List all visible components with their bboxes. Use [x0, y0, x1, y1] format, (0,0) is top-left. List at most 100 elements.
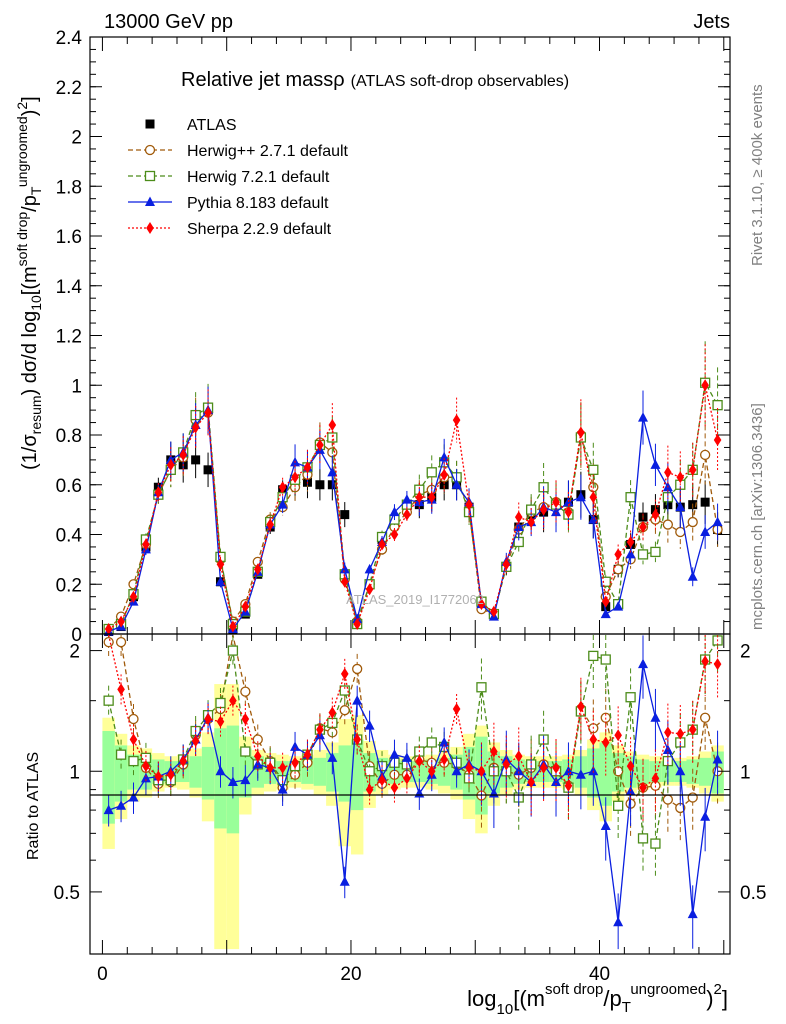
ratio-point [664, 726, 672, 739]
ratio-point [216, 715, 225, 728]
data-point [712, 516, 723, 527]
data-point [403, 508, 411, 521]
ratio-point [577, 700, 585, 713]
ratio-point [103, 636, 114, 648]
ratio-point [204, 713, 212, 726]
data-point [637, 549, 649, 560]
y-tick-label: 1.4 [56, 277, 83, 298]
data-point [662, 519, 674, 530]
ratio-point [713, 658, 722, 671]
data-point [378, 538, 386, 551]
ratio-point [440, 753, 448, 766]
data-point [303, 461, 312, 474]
data-point [389, 506, 400, 517]
data-point [191, 455, 201, 465]
data-point [638, 412, 649, 422]
ratio-point [502, 758, 511, 771]
ratio-point [128, 713, 139, 725]
ratio-point [229, 694, 237, 707]
ratio-point [575, 769, 586, 779]
x-tick-label: 40 [589, 964, 610, 985]
data-point [142, 538, 150, 551]
data-point [104, 623, 113, 636]
ratio-series-sherpa-2-2-9-default [108, 634, 722, 823]
data-point [278, 481, 287, 494]
ratio-point [687, 792, 698, 803]
ratio-point [353, 733, 361, 746]
ratio-y-tick-label: 1 [69, 762, 80, 783]
data-point [166, 458, 175, 471]
ratio-point [539, 761, 548, 774]
legend-marker [144, 144, 156, 156]
ratio-point [589, 733, 598, 746]
data-point [191, 421, 200, 434]
ratio-point [339, 685, 350, 696]
ratio-point [389, 749, 400, 759]
ratio-point [227, 776, 238, 787]
band-inner [350, 739, 364, 811]
data-point [154, 486, 163, 499]
header-left: 13000 GeV pp [104, 11, 233, 33]
ratio-point [291, 756, 299, 769]
watermark: ATLAS_2019_I1772062 [346, 592, 484, 607]
ratio-line [108, 664, 719, 923]
ratio-point [514, 750, 523, 763]
ratio-point [476, 682, 487, 693]
rivet-label: Rivet 3.1.10, ≥ 400k events [749, 84, 766, 266]
data-point [415, 491, 424, 504]
header-right: Jets [693, 11, 730, 33]
series-line [108, 385, 719, 630]
data-point [327, 466, 338, 477]
band-inner [189, 756, 202, 788]
ratio-point [552, 761, 560, 774]
ratio-point [639, 781, 647, 794]
ratio-y-tick-label-right: 2 [740, 642, 751, 663]
data-point [613, 601, 624, 611]
data-point [241, 600, 250, 613]
ratio-point [115, 749, 127, 760]
ratio-point [103, 695, 114, 706]
y-tick-label: 2.4 [56, 28, 83, 49]
data-point [465, 498, 473, 511]
ratio-point [253, 750, 262, 763]
ratio-y-tick-label: 0.5 [54, 883, 80, 904]
data-point [625, 548, 636, 559]
x-axis-title: log10[(msoft drop/pTungroomed)2] [467, 981, 728, 1018]
legend-label: Herwig 7.2.1 default [187, 169, 330, 186]
ratio-point [327, 752, 338, 762]
data-point [589, 491, 598, 504]
ratio-point [142, 760, 150, 773]
ratio-point [128, 792, 139, 802]
ratio-point [651, 772, 660, 785]
data-point [266, 518, 274, 531]
ratio-point [699, 712, 711, 723]
data-point [364, 563, 375, 574]
ratio-point [650, 712, 661, 722]
legend-item-sherpa-2-2-9-default: Sherpa 2.2.9 default [128, 221, 332, 238]
data-point [440, 468, 448, 481]
ratio-point [328, 706, 337, 719]
data-point [216, 558, 225, 571]
data-point [340, 575, 349, 588]
x-tick-label: 20 [340, 964, 361, 985]
data-point [277, 499, 288, 509]
data-point [215, 576, 226, 586]
ratio-point [390, 781, 399, 794]
y-tick-label: 0 [71, 625, 82, 646]
legend-item-herwig-2-7-1-default: Herwig++ 2.7.1 default [128, 143, 349, 160]
legend-marker [144, 170, 156, 182]
data-point [551, 506, 562, 517]
data-point [365, 583, 374, 596]
data-point [664, 466, 672, 479]
data-point [229, 620, 237, 633]
ratio-point [426, 737, 437, 748]
data-point [316, 438, 324, 451]
data-point [439, 480, 449, 490]
legend-label: Herwig++ 2.7.1 default [187, 143, 349, 160]
data-point [588, 464, 599, 475]
y-tick-label: 2.2 [56, 78, 82, 99]
ratio-point [650, 838, 661, 849]
y-tick-label: 1 [71, 376, 82, 397]
ratio-point [551, 776, 562, 787]
